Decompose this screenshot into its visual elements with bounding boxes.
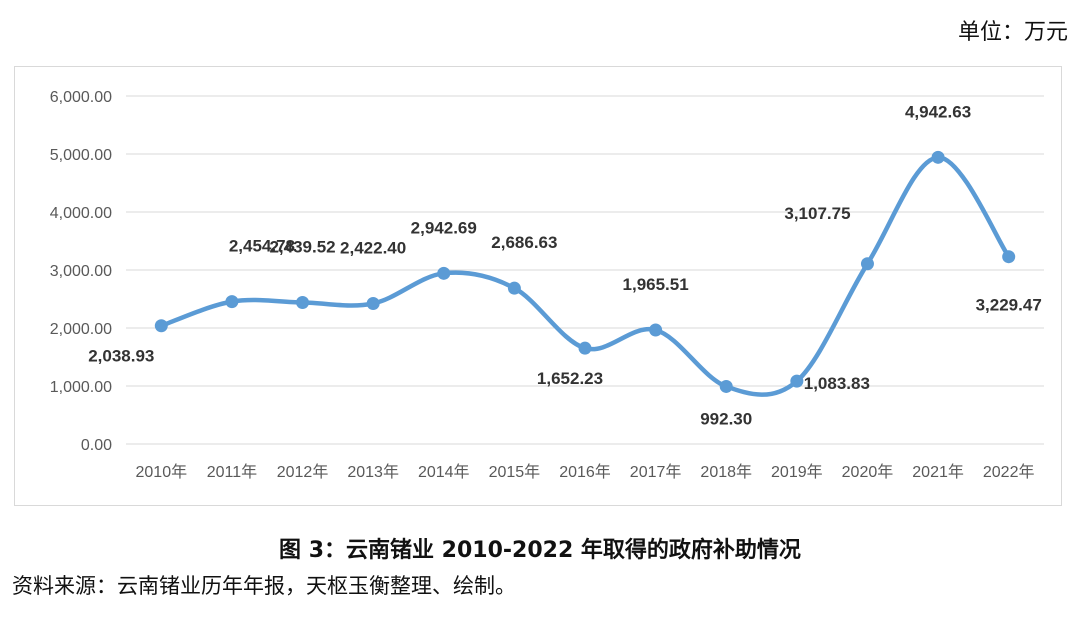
x-tick-label: 2013年 (347, 463, 399, 481)
y-tick-label: 6,000.00 (50, 89, 112, 106)
data-point (225, 295, 239, 309)
y-tick-label: 4,000.00 (50, 205, 112, 222)
y-tick-label: 2,000.00 (50, 321, 112, 338)
y-tick-label: 5,000.00 (50, 147, 112, 164)
x-tick-label: 2018年 (700, 463, 752, 481)
data-label: 1,965.51 (623, 275, 689, 294)
y-tick-label: 1,000.00 (50, 379, 112, 396)
data-label: 2,454.78 (229, 237, 295, 256)
data-point (860, 257, 874, 271)
data-point (154, 319, 168, 333)
data-label: 1,083.83 (804, 374, 870, 393)
data-label: 2,942.69 (411, 218, 477, 237)
data-label: 2,439.52 (269, 238, 335, 257)
data-point (719, 379, 733, 393)
data-label: 3,229.47 (976, 296, 1042, 315)
data-label: 2,422.40 (340, 239, 406, 258)
data-point (437, 266, 451, 280)
x-tick-label: 2014年 (418, 463, 470, 481)
data-point (366, 297, 380, 311)
x-tick-label: 2011年 (207, 463, 257, 481)
data-label: 3,107.75 (784, 204, 850, 223)
data-point (296, 296, 310, 310)
data-point (578, 341, 592, 355)
y-tick-label: 0.00 (81, 437, 112, 454)
chart-frame (14, 66, 1062, 506)
data-point (507, 281, 521, 295)
x-tick-label: 2015年 (489, 463, 541, 481)
x-tick-label: 2021年 (912, 463, 964, 481)
x-tick-label: 2017年 (630, 463, 682, 481)
x-tick-label: 2022年 (983, 463, 1035, 481)
figure-caption: 图 3：云南锗业 2010-2022 年取得的政府补助情况 (279, 538, 801, 563)
data-point (790, 374, 804, 388)
source-note: 资料来源：云南锗业历年年报，天枢玉衡整理、绘制。 (12, 574, 516, 598)
x-tick-label: 2019年 (771, 463, 823, 481)
data-label: 2,038.93 (88, 347, 154, 366)
data-label: 2,686.63 (491, 233, 557, 252)
data-point (1002, 250, 1016, 264)
x-tick-label: 2012年 (277, 463, 329, 481)
line-chart: 0.00 1,000.00 2,000.00 3,000.00 4,000.00 5,00… (50, 89, 1044, 481)
unit-label: 单位：万元 (957, 20, 1068, 45)
x-tick-label: 2010年 (136, 463, 188, 481)
data-label: 4,942.63 (905, 102, 971, 121)
series-line (159, 155, 1011, 397)
y-tick-label: 3,000.00 (50, 263, 112, 280)
data-label: 992.30 (700, 409, 752, 428)
data-point (931, 150, 945, 164)
x-tick-label: 2016年 (559, 463, 611, 481)
data-point (649, 323, 663, 337)
x-tick-label: 2020年 (842, 463, 894, 481)
data-label: 1,652.23 (537, 369, 603, 388)
